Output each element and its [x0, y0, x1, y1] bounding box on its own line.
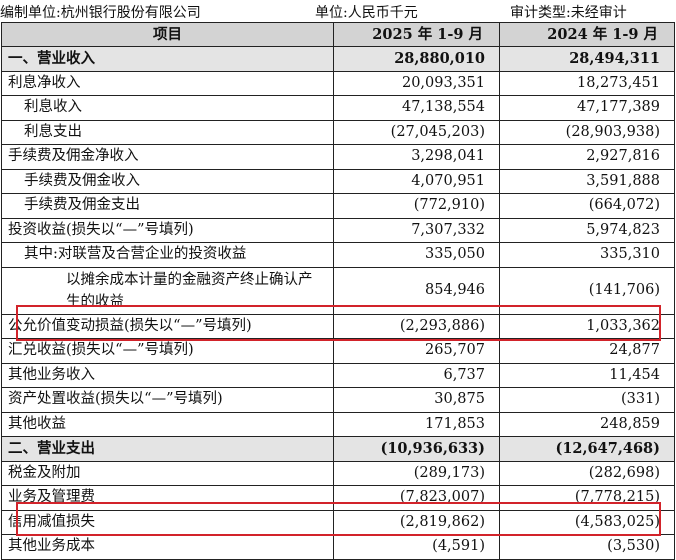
value-2024: (28,903,938)	[499, 119, 675, 145]
value-2025: 3,298,041	[333, 144, 500, 170]
value-2024: 28,494,311	[499, 46, 675, 72]
value-2024: (664,072)	[499, 193, 675, 219]
income-statement-table: 项目 2025 年 1-9 月 2024 年 1-9 月 一、营业收入 28,8…	[1, 22, 675, 560]
table-row: 其他业务收入 6,737 11,454	[1, 362, 675, 388]
value-2024: (4,583,025)	[499, 509, 675, 535]
table-row: 业务及管理费 (7,823,007) (7,778,215)	[1, 485, 675, 511]
row-label: 税金及附加	[1, 460, 334, 486]
row-label: 业务及管理费	[1, 485, 334, 511]
table-row: 其中:对联营及合营企业的投资收益 335,050 335,310	[1, 242, 675, 268]
value-2024: (12,647,468)	[499, 436, 675, 462]
value-2024: 24,877	[499, 338, 675, 364]
row-label: 利息支出	[1, 119, 334, 145]
row-label: 以摊余成本计量的金融资产终止确认产生的收益	[66, 271, 313, 310]
value-2025: (2,293,886)	[333, 313, 500, 339]
table-row: 公允价值变动损益(损失以“—”号填列) (2,293,886) 1,033,36…	[1, 313, 675, 339]
row-label: 手续费及佣金支出	[1, 193, 334, 219]
col-header-2024: 2024 年 1-9 月	[499, 22, 675, 47]
value-2025: (289,173)	[333, 460, 500, 486]
table-row: 一、营业收入 28,880,010 28,494,311	[1, 46, 675, 72]
value-2025: 6,737	[333, 362, 500, 388]
preparer-unit: 编制单位:杭州银行股份有限公司	[0, 5, 201, 21]
value-2024: 18,273,451	[499, 70, 675, 96]
value-2024: 47,177,389	[499, 95, 675, 121]
table-row: 投资收益(损失以“—”号填列) 7,307,332 5,974,823	[1, 217, 675, 243]
value-2025: 335,050	[333, 242, 500, 268]
audit-type: 审计类型:未经审计	[510, 5, 627, 21]
table-row: 其他收益 171,853 248,859	[1, 411, 675, 437]
row-label: 其他业务成本	[1, 534, 334, 560]
row-label: 公允价值变动损益(损失以“—”号填列)	[1, 313, 334, 339]
table-row: 以摊余成本计量的金融资产终止确认产生的收益 854,946 (141,706)	[1, 266, 675, 315]
report-header: 编制单位:杭州银行股份有限公司 单位:人民币千元 审计类型:未经审计	[0, 0, 676, 22]
table-row: 二、营业支出 (10,936,633) (12,647,468)	[1, 436, 675, 462]
table-row: 手续费及佣金支出 (772,910) (664,072)	[1, 193, 675, 219]
value-2024: 335,310	[499, 242, 675, 268]
value-2024: (7,778,215)	[499, 485, 675, 511]
value-2024: (331)	[499, 387, 675, 413]
table-row: 税金及附加 (289,173) (282,698)	[1, 460, 675, 486]
table-row: 手续费及佣金净收入 3,298,041 2,927,816	[1, 144, 675, 170]
value-2025: 28,880,010	[333, 46, 500, 72]
value-2024: 2,927,816	[499, 144, 675, 170]
row-label: 资产处置收益(损失以“—”号填列)	[1, 387, 334, 413]
value-2024: (141,706)	[499, 266, 675, 315]
value-2024: 1,033,362	[499, 313, 675, 339]
value-2024: 248,859	[499, 411, 675, 437]
value-2025: 171,853	[333, 411, 500, 437]
table-header-row: 项目 2025 年 1-9 月 2024 年 1-9 月	[1, 22, 675, 47]
value-2025: (2,819,862)	[333, 509, 500, 535]
value-2025: 47,138,554	[333, 95, 500, 121]
value-2025: (772,910)	[333, 193, 500, 219]
row-label: 利息收入	[1, 95, 334, 121]
value-2024: 3,591,888	[499, 168, 675, 194]
table-row: 利息收入 47,138,554 47,177,389	[1, 95, 675, 121]
currency-unit: 单位:人民币千元	[315, 5, 418, 21]
table-row: 利息支出 (27,045,203) (28,903,938)	[1, 119, 675, 145]
value-2025: (27,045,203)	[333, 119, 500, 145]
table-row: 信用减值损失 (2,819,862) (4,583,025)	[1, 509, 675, 535]
table-row: 手续费及佣金收入 4,070,951 3,591,888	[1, 168, 675, 194]
row-label: 投资收益(损失以“—”号填列)	[1, 217, 334, 243]
row-label: 信用减值损失	[1, 509, 334, 535]
value-2025: (4,591)	[333, 534, 500, 560]
table-row: 利息净收入 20,093,351 18,273,451	[1, 70, 675, 96]
value-2025: (7,823,007)	[333, 485, 500, 511]
value-2025: 20,093,351	[333, 70, 500, 96]
value-2025: 265,707	[333, 338, 500, 364]
value-2024: (3,530)	[499, 534, 675, 560]
col-header-2025: 2025 年 1-9 月	[333, 22, 500, 47]
row-label: 一、营业收入	[1, 46, 334, 72]
row-label: 其他收益	[1, 411, 334, 437]
row-label: 二、营业支出	[1, 436, 334, 462]
value-2025: 4,070,951	[333, 168, 500, 194]
row-label: 其中:对联营及合营企业的投资收益	[1, 242, 334, 268]
value-2025: 7,307,332	[333, 217, 500, 243]
value-2024: 5,974,823	[499, 217, 675, 243]
row-label: 手续费及佣金收入	[1, 168, 334, 194]
row-label: 手续费及佣金净收入	[1, 144, 334, 170]
value-2024: 11,454	[499, 362, 675, 388]
col-header-item: 项目	[1, 22, 334, 47]
row-label: 其他业务收入	[1, 362, 334, 388]
value-2024: (282,698)	[499, 460, 675, 486]
value-2025: 854,946	[333, 266, 500, 315]
row-label: 利息净收入	[1, 70, 334, 96]
value-2025: 30,875	[333, 387, 500, 413]
table-row: 汇兑收益(损失以“—”号填列) 265,707 24,877	[1, 338, 675, 364]
table-row: 其他业务成本 (4,591) (3,530)	[1, 534, 675, 560]
row-label: 汇兑收益(损失以“—”号填列)	[1, 338, 334, 364]
table-row: 资产处置收益(损失以“—”号填列) 30,875 (331)	[1, 387, 675, 413]
value-2025: (10,936,633)	[333, 436, 500, 462]
